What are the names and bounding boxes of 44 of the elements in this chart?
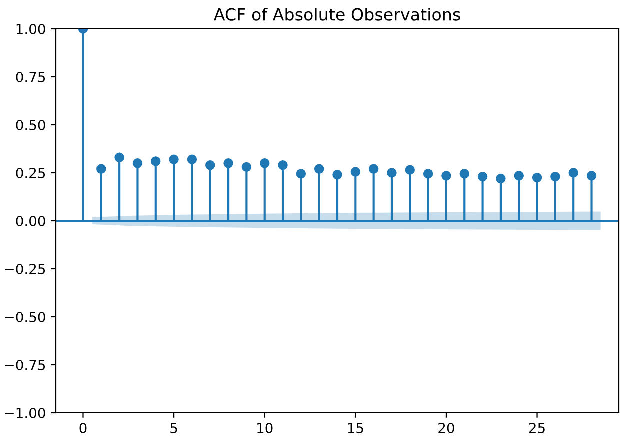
point xyxy=(224,158,234,168)
point xyxy=(206,160,216,170)
point xyxy=(423,169,434,179)
chart-title: ACF of Absolute Observations xyxy=(214,8,460,21)
y-tick-label: −0.25 xyxy=(5,264,46,274)
point xyxy=(314,164,324,174)
point xyxy=(260,158,270,168)
x-tick-label: 15 xyxy=(348,423,364,434)
point xyxy=(296,169,306,179)
point xyxy=(114,152,124,162)
y-tick-label: −1.00 xyxy=(5,408,46,418)
y-tick-label: −0.75 xyxy=(5,360,46,370)
point xyxy=(568,168,578,178)
point xyxy=(387,168,397,178)
point xyxy=(151,156,161,166)
point xyxy=(532,172,542,183)
point xyxy=(586,171,597,181)
y-tick-label: −0.50 xyxy=(5,312,46,322)
point xyxy=(496,174,506,184)
y-tick-label: 0.00 xyxy=(16,216,46,226)
x-tick-label: 5 xyxy=(170,423,178,434)
y-tick-label: 0.50 xyxy=(16,120,46,130)
y-tick-label: 1.00 xyxy=(16,24,46,34)
x-tick-label: 0 xyxy=(80,422,87,434)
point xyxy=(96,164,106,174)
point xyxy=(278,160,288,170)
point xyxy=(405,165,416,175)
point xyxy=(187,154,198,164)
point xyxy=(550,172,560,182)
point xyxy=(332,170,342,180)
x-tick-label: 20 xyxy=(438,422,454,434)
point xyxy=(478,172,488,182)
point xyxy=(350,167,361,177)
point xyxy=(460,169,470,179)
point xyxy=(169,154,179,164)
x-tick-label: 25 xyxy=(529,422,545,434)
point xyxy=(442,171,452,181)
y-tick-label: 0.75 xyxy=(16,72,46,82)
point xyxy=(368,164,379,174)
point xyxy=(242,162,252,172)
point xyxy=(132,158,143,168)
y-tick-label: 0.25 xyxy=(16,168,46,178)
point xyxy=(514,171,524,181)
x-tick-label: 10 xyxy=(258,422,273,434)
